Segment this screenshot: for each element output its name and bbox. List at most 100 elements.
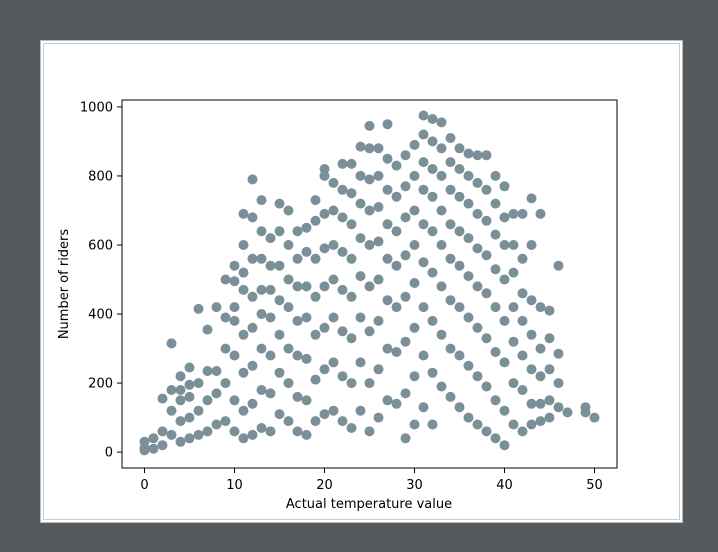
data-point <box>472 208 483 219</box>
data-point <box>481 215 492 226</box>
data-point <box>517 350 528 361</box>
data-point <box>463 271 474 282</box>
data-point <box>427 315 438 326</box>
data-point <box>310 253 321 264</box>
data-point <box>301 281 312 292</box>
data-point <box>427 419 438 430</box>
x-tick-label: 40 <box>496 478 513 493</box>
data-point <box>364 174 375 185</box>
data-point <box>436 143 447 154</box>
data-point <box>373 202 384 212</box>
data-point <box>238 267 249 278</box>
data-point <box>319 364 330 375</box>
data-point <box>184 412 195 423</box>
data-point <box>463 412 474 423</box>
data-point <box>328 240 339 250</box>
data-point <box>427 164 438 174</box>
data-point <box>220 312 231 323</box>
data-point <box>166 385 177 395</box>
data-point <box>508 267 519 278</box>
data-point <box>301 429 312 440</box>
x-tick-label: 50 <box>586 478 603 493</box>
data-point <box>418 110 429 121</box>
data-point <box>238 208 249 219</box>
data-point <box>391 302 402 313</box>
data-point <box>454 143 465 154</box>
data-point <box>400 291 411 302</box>
data-point <box>256 226 267 237</box>
data-point <box>175 371 186 382</box>
data-point <box>211 366 222 376</box>
data-point <box>409 419 420 430</box>
data-point <box>238 240 249 250</box>
data-point <box>238 367 249 378</box>
data-point <box>427 191 438 202</box>
data-point <box>544 305 555 316</box>
data-point <box>445 295 456 306</box>
data-point <box>364 143 375 154</box>
data-point <box>346 333 357 344</box>
data-point <box>265 260 276 271</box>
data-point <box>445 157 456 168</box>
data-point <box>508 336 519 347</box>
data-point <box>265 284 276 295</box>
data-point <box>382 253 393 264</box>
data-point <box>337 326 348 337</box>
data-point <box>292 426 303 437</box>
data-point <box>319 243 330 254</box>
data-point <box>220 274 231 285</box>
data-point <box>166 429 177 440</box>
data-point <box>472 322 483 333</box>
data-point <box>292 226 303 237</box>
data-point <box>283 378 294 389</box>
data-point <box>418 219 429 230</box>
data-point <box>499 240 510 250</box>
data-point <box>382 219 393 230</box>
data-point <box>382 343 393 354</box>
data-point <box>481 333 492 344</box>
data-point <box>346 253 357 264</box>
y-axis: 0 200 400 600 800 1000 <box>80 100 122 461</box>
data-point <box>373 274 384 285</box>
data-point <box>472 243 483 254</box>
data-point <box>490 198 501 209</box>
data-point <box>247 212 258 223</box>
data-point <box>445 184 456 195</box>
data-point <box>445 253 456 264</box>
data-point <box>526 364 537 375</box>
data-point <box>445 343 456 354</box>
data-point <box>166 405 177 416</box>
data-point <box>265 350 276 361</box>
data-point <box>229 395 240 406</box>
data-point <box>499 315 510 326</box>
data-point <box>535 398 546 409</box>
data-point <box>373 315 384 326</box>
data-point <box>274 409 285 420</box>
data-point <box>193 405 204 416</box>
data-point <box>499 181 510 192</box>
data-point <box>589 412 600 423</box>
x-tick-label: 20 <box>316 478 333 493</box>
y-axis-label: Number of riders <box>57 229 72 340</box>
data-point <box>319 409 330 420</box>
data-point <box>391 226 402 237</box>
data-point <box>517 315 528 326</box>
data-point <box>508 302 519 313</box>
data-point <box>220 416 231 427</box>
data-point <box>175 385 186 395</box>
data-point <box>175 436 186 447</box>
data-point <box>292 350 303 361</box>
data-point <box>238 433 249 444</box>
data-point <box>400 336 411 347</box>
data-point <box>517 253 528 264</box>
data-point <box>382 395 393 406</box>
data-point <box>346 158 357 169</box>
data-point <box>445 133 456 143</box>
data-point <box>400 212 411 223</box>
data-point <box>427 226 438 237</box>
data-point <box>436 381 447 392</box>
data-point <box>436 117 447 128</box>
data-point <box>310 195 321 206</box>
data-point <box>247 291 258 302</box>
data-point <box>427 367 438 378</box>
